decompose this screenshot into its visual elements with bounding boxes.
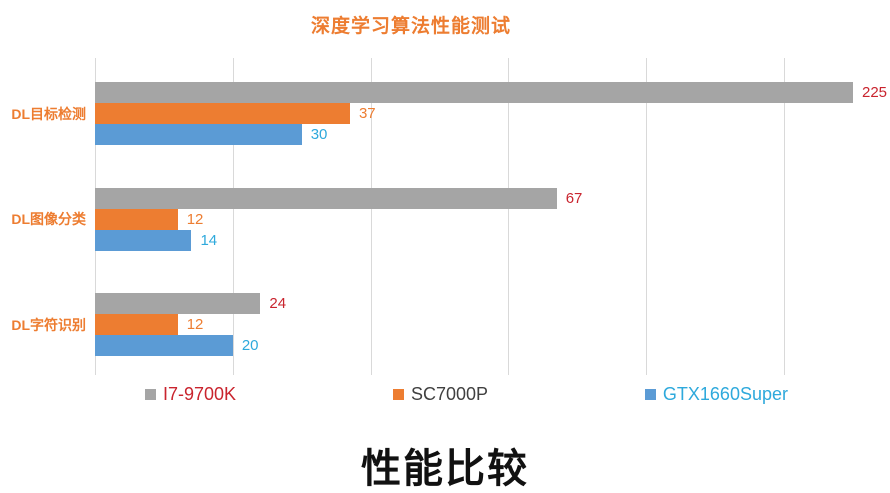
bar-GTX1660Super: [95, 229, 192, 251]
legend-marker-icon: [145, 389, 156, 400]
bar-group: 24 12 20: [95, 269, 853, 375]
bar-I7-9700K: [95, 187, 557, 209]
bar-I7-9700K: [95, 293, 261, 315]
legend-item-SC7000P: SC7000P: [392, 384, 489, 405]
value-label: 37: [358, 105, 376, 122]
legend-label: GTX1660Super: [662, 384, 788, 404]
bar-SC7000P: [95, 314, 178, 336]
value-label: 67: [565, 189, 583, 207]
value-label: 12: [186, 316, 204, 334]
value-label: 24: [269, 295, 287, 313]
chart-title: 深度学习算法性能测试: [310, 16, 511, 37]
gridline: [646, 58, 648, 375]
value-label: 12: [186, 210, 204, 228]
gridline: [784, 58, 786, 375]
bottom-title: 性能比较: [361, 447, 529, 491]
legend-item-GTX1660Super: GTX1660Super: [644, 384, 788, 405]
value-label: 30: [310, 126, 328, 143]
gridline: [232, 58, 234, 375]
bar-GTX1660Super: [95, 335, 233, 357]
value-label: 225: [862, 84, 888, 101]
legend-label: I7-9700K: [163, 384, 237, 404]
value-label: 14: [200, 231, 218, 249]
legend-marker-icon: [392, 389, 404, 400]
legend-label: SC7000P: [410, 384, 489, 404]
bar-group: 225 37 30: [95, 58, 887, 164]
plot-area: 225 37 30 67 12 14 24 12 20: [95, 58, 887, 375]
value-label: 20: [241, 337, 259, 355]
category-label: DL图像分类: [11, 211, 86, 228]
bar-group: 67 12 14: [95, 164, 853, 270]
bar-GTX1660Super: [95, 124, 302, 145]
category-label: DL目标检测: [11, 105, 86, 122]
gridline: [370, 58, 372, 375]
category-label: DL字符识别: [11, 316, 86, 333]
bar-SC7000P: [95, 103, 350, 124]
gridline: [508, 58, 510, 375]
bar-I7-9700K: [95, 82, 853, 103]
bar-SC7000P: [95, 208, 178, 230]
legend-item-I7-9700K: I7-9700K: [145, 384, 236, 405]
legend-marker-icon: [644, 389, 656, 400]
legend: I7-9700K SC7000P GTX1660Super: [145, 384, 788, 405]
